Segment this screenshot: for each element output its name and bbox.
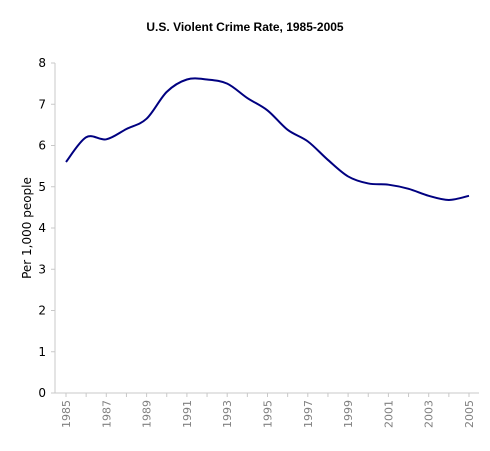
y-tick-label: 3 [38, 262, 46, 276]
x-tick-label: 1991 [181, 400, 194, 428]
y-axis-label: Per 1,000 people [20, 177, 34, 279]
x-tick-label: 2005 [463, 400, 476, 428]
y-tick-label: 8 [38, 56, 46, 70]
y-tick-label: 6 [38, 139, 46, 153]
x-tick-label: 1987 [100, 400, 113, 428]
x-tick-label: 1999 [342, 400, 355, 428]
series-line [65, 77, 470, 201]
y-tick-label: 4 [38, 221, 46, 235]
x-tick-label: 1997 [302, 400, 315, 428]
x-tick-label: 2003 [423, 400, 436, 428]
x-tick-label: 1995 [262, 400, 275, 428]
x-tick-label: 1993 [221, 400, 234, 428]
y-axis: 0 1 2 3 4 5 6 7 8 [38, 56, 55, 400]
x-tick-label: 1985 [60, 400, 73, 428]
chart-title: U.S. Violent Crime Rate, 1985-2005 [146, 20, 344, 34]
y-tick-label: 7 [38, 97, 46, 111]
x-tick-label: 1989 [141, 400, 154, 428]
x-tick-label: 2001 [382, 400, 395, 428]
x-axis: 1985 1987 1989 1991 1993 1995 1997 1999 2001 2003… [60, 393, 476, 428]
y-tick-label: 0 [38, 386, 46, 400]
y-tick-label: 1 [38, 345, 46, 359]
y-tick-label: 5 [38, 180, 46, 194]
y-tick-label: 2 [38, 304, 46, 318]
